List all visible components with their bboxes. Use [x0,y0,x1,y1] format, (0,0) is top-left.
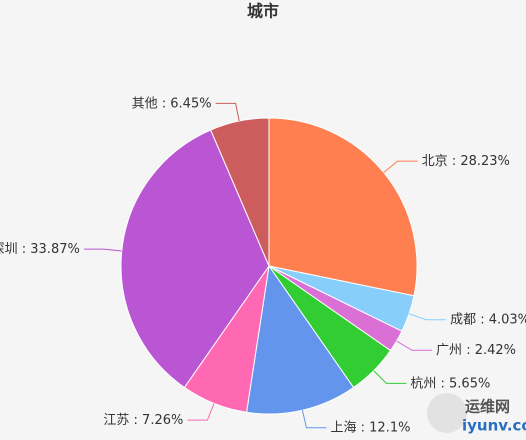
slice-name: 上海 [330,420,356,435]
slice-label: 上海 : 12.1% [330,420,410,435]
value-label: 5.65% [449,376,490,391]
pie-slice [120,129,270,389]
slice-label: 成都 : 4.03% [450,312,526,327]
label-separator: : [356,420,369,435]
label-separator: : [436,376,449,391]
leader-line [301,410,327,429]
label-separator: : [462,343,475,358]
watermark: 运维网 iyunv.com [427,393,526,435]
leader-line [396,340,433,351]
value-label: 7.26% [142,413,183,428]
slice-name: 成都 [450,312,476,327]
slice-name: 其他 [132,96,158,111]
leader-line [83,248,122,252]
leader-line [383,160,418,173]
value-label: 28.23% [460,154,510,169]
leader-line [215,102,240,122]
leader-line [408,313,447,321]
leader-line [187,403,215,421]
slice-label: 深圳 : 33.87% [0,242,80,257]
chart-title: 城市 [247,2,279,21]
slice-label: 其他 : 6.45% [132,96,212,111]
label-separator: : [448,154,461,169]
pie-slice [209,117,270,267]
slice-name: 北京 [422,154,448,169]
watermark-icon [427,393,467,433]
value-label: 4.03% [489,312,526,327]
slice-name: 深圳 [0,242,18,257]
slice-label: 北京 : 28.23% [422,154,510,169]
label-separator: : [158,96,171,111]
value-label: 33.87% [30,242,80,257]
value-label: 12.1% [369,420,410,435]
slice-label: 杭州 : 5.65% [410,376,490,391]
watermark-name: 运维网 [465,398,510,416]
label-separator: : [476,312,489,327]
label-separator: : [18,242,31,257]
slice-name: 杭州 [410,376,436,391]
watermark-url: iyunv.com [462,417,526,435]
slice-label: 广州 : 2.42% [436,343,516,358]
value-label: 6.45% [170,96,211,111]
leader-line [373,370,407,384]
value-label: 2.42% [475,343,516,358]
label-separator: : [129,413,142,428]
slice-name: 广州 [436,343,462,358]
slice-label: 江苏 : 7.26% [103,412,183,428]
slice-name: 江苏 [103,412,129,428]
